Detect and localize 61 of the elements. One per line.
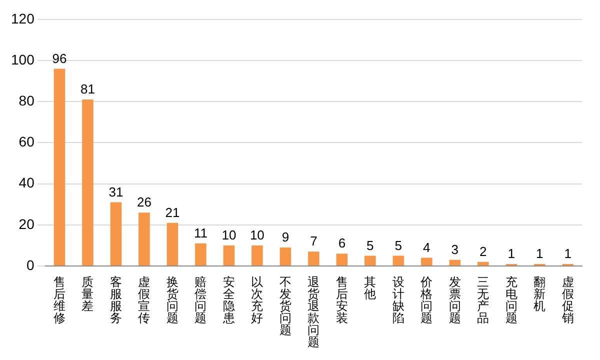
- data-label: 3: [451, 242, 459, 257]
- x-tick-label: 设计缺陷: [392, 275, 404, 326]
- data-label: 7: [310, 234, 318, 249]
- x-tick-label: 售后维修: [53, 275, 66, 326]
- y-tick-label: 120: [11, 10, 35, 26]
- x-tick-label: 不发货问题: [279, 275, 292, 338]
- x-tick-label: 赔偿问题: [194, 275, 207, 326]
- y-tick-label: 60: [18, 134, 35, 150]
- data-label: 10: [250, 228, 264, 243]
- x-tick-label: 客服服务: [110, 275, 122, 326]
- bar: [166, 222, 178, 266]
- data-label: 1: [564, 246, 572, 262]
- bar: [392, 256, 404, 266]
- data-label: 5: [394, 238, 402, 253]
- x-tick-label: 以次充好: [251, 275, 264, 326]
- data-label: 5: [366, 238, 374, 253]
- bar: [110, 202, 122, 266]
- y-tick-label: 20: [18, 216, 35, 232]
- data-label: 4: [423, 240, 430, 255]
- bar: [421, 258, 432, 266]
- data-label: 9: [282, 230, 290, 245]
- data-label: 1: [536, 246, 544, 262]
- bar: [364, 256, 376, 266]
- data-label: 21: [165, 204, 180, 220]
- bar: [252, 245, 263, 266]
- y-tick-label: 100: [11, 51, 35, 68]
- bar: [449, 260, 461, 266]
- bar: [138, 212, 150, 266]
- data-label: 26: [136, 194, 152, 210]
- x-tick-label: 翻新机: [534, 275, 546, 314]
- data-label: 1: [508, 246, 516, 262]
- x-tick-label: 三无产品: [477, 275, 490, 326]
- bar: [477, 262, 489, 266]
- bar: [336, 254, 348, 266]
- data-label: 81: [80, 82, 95, 97]
- x-tick-label: 充电问题: [505, 275, 518, 326]
- data-label: 31: [108, 184, 124, 200]
- x-tick-label: 售后安装: [336, 275, 348, 326]
- x-tick-label: 退货退款问题: [308, 275, 320, 350]
- x-tick-label: 虚假促销: [560, 275, 574, 326]
- x-tick-label: 价格问题: [420, 275, 433, 326]
- y-tick-label: 40: [18, 174, 35, 191]
- bar: [54, 68, 66, 266]
- data-label: 96: [52, 50, 67, 66]
- x-tick-label: 换货问题: [166, 275, 178, 326]
- bar: [280, 248, 292, 266]
- x-tick-label: 发票问题: [448, 275, 461, 326]
- bar: [223, 245, 235, 266]
- bar: [82, 100, 94, 266]
- bar: [308, 252, 320, 266]
- y-tick-label: 80: [18, 92, 35, 108]
- data-label: 6: [338, 236, 346, 251]
- data-label: 10: [222, 228, 236, 243]
- bar: [195, 243, 206, 266]
- y-tick-label: 0: [26, 256, 35, 273]
- x-tick-label: 虚假宣传: [138, 275, 150, 326]
- data-label: 2: [480, 244, 487, 259]
- x-tick-label: 质量差: [82, 275, 94, 314]
- data-label: 11: [194, 225, 208, 240]
- x-tick-label: 其他: [364, 275, 376, 302]
- x-tick-label: 安全隐患: [222, 275, 235, 326]
